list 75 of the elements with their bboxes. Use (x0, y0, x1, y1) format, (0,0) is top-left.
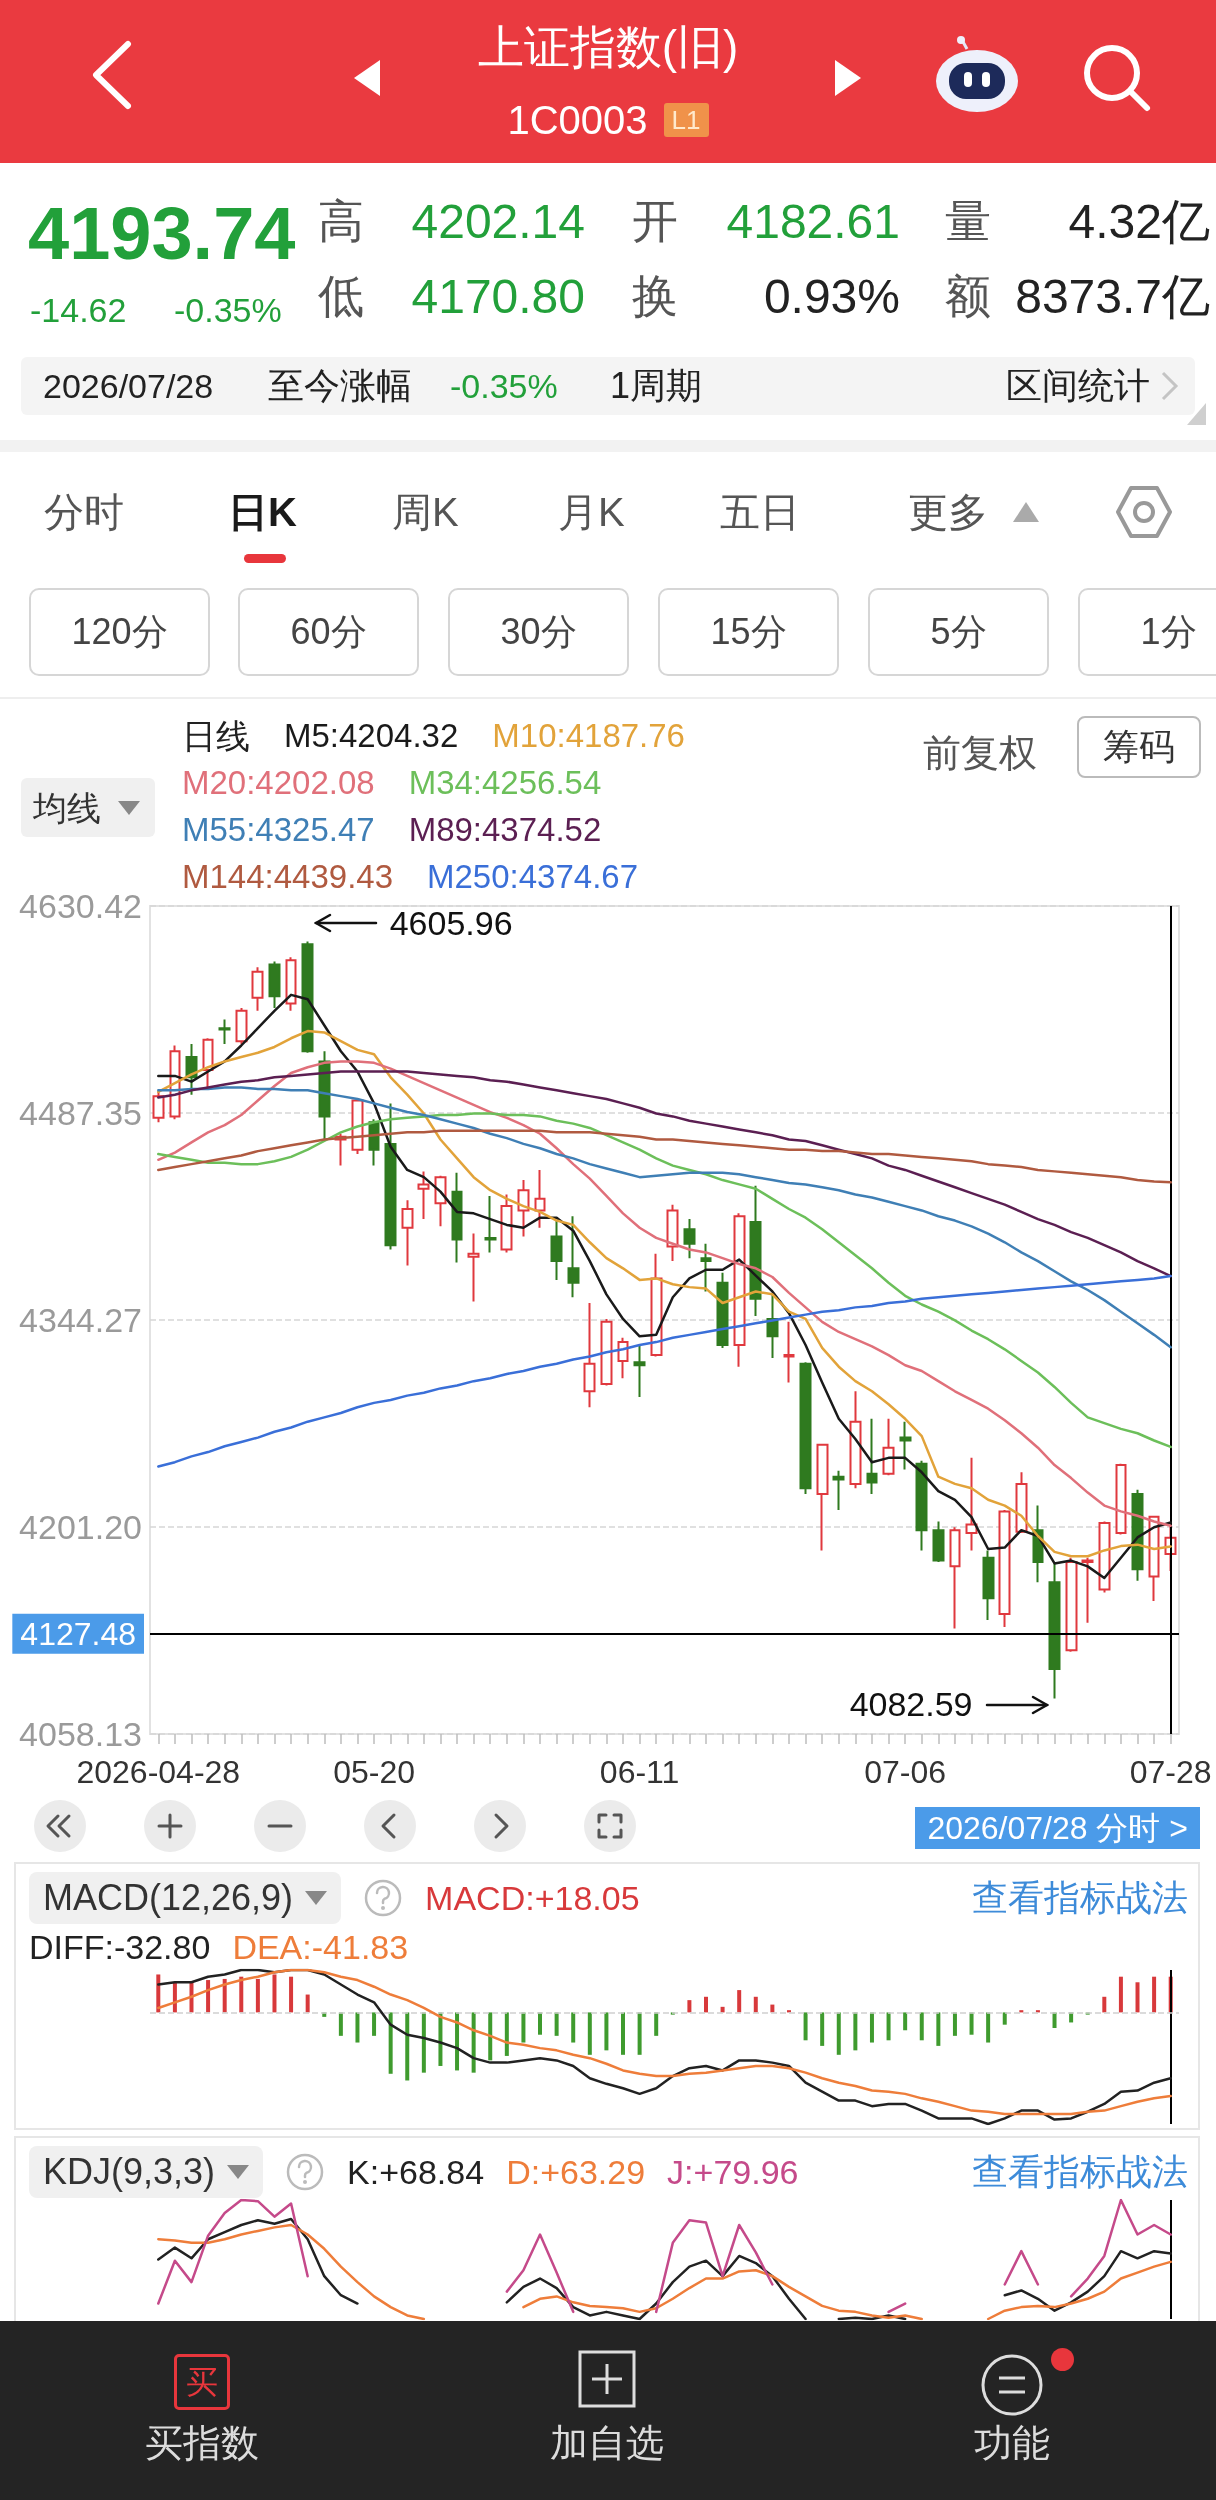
text: 120分 (71, 610, 168, 654)
text: 4.32亿 (1068, 194, 1210, 251)
text: 日K (228, 489, 297, 536)
text: 查看指标战法 (972, 1876, 1188, 1920)
series-label: J:+79.96 (667, 2152, 799, 2193)
text: 分时 (44, 489, 124, 536)
text: 8373.7亿 (1015, 269, 1210, 326)
text: M144:4439.43 (182, 856, 394, 897)
x-tick-label: 07-06 (864, 1754, 947, 1790)
text: 查看指标战法 (972, 2150, 1188, 2194)
annotation: 4082.59 (849, 1684, 973, 1726)
x-tick-label: 06-11 (599, 1754, 680, 1790)
text: 60分 (290, 610, 367, 654)
text: 周K (392, 489, 459, 536)
text: M34:4256.54 (408, 762, 602, 803)
text: 前复权 (923, 731, 1037, 777)
text: D:+63.29 (506, 2152, 646, 2193)
text: 高 (318, 194, 364, 250)
series-label: K:+68.84 (347, 2152, 485, 2193)
text: M20:4202.08 (182, 762, 375, 803)
y-tick-label: 4630.42 (19, 887, 142, 925)
text: 5分 (930, 610, 987, 654)
text: -0.35% (450, 365, 558, 407)
text: 功能 (974, 2421, 1050, 2466)
text: L1 (663, 103, 709, 137)
text: 2026/07/28 (43, 365, 214, 407)
text: -0.35% (174, 289, 282, 331)
text: 额 (945, 269, 991, 325)
text: 均线 (33, 787, 101, 829)
chart-title: MACD(12,26,9) (43, 1876, 294, 1920)
text: 更多 (908, 489, 988, 536)
text: 1分 (1140, 610, 1197, 654)
text: 0.93% (763, 269, 900, 326)
chart-title: KDJ(9,3,3) (43, 2150, 216, 2194)
text: -14.62 (30, 289, 127, 331)
ref-line-label: 4127.48 (20, 1615, 136, 1652)
text: M89:4374.52 (408, 809, 602, 850)
text: 五日 (720, 489, 800, 536)
text: 买指数 (145, 2421, 259, 2466)
y-tick-label: 4058.13 (19, 1715, 142, 1753)
series-label: DEA:-41.83 (232, 1927, 409, 1968)
text: MACD:+18.05 (425, 1878, 640, 1919)
x-tick-label: 05-20 (333, 1754, 415, 1790)
text: 至今涨幅 (268, 364, 412, 408)
legend-title: 日线 (182, 715, 250, 756)
text: M10:4187.76 (492, 715, 685, 756)
text: M250:4374.67 (427, 856, 639, 897)
series-label: DIFF:-32.80 (29, 1927, 211, 1968)
text: 1C0003 (507, 97, 648, 144)
text: 30分 (500, 610, 577, 654)
text: 量 (945, 194, 991, 250)
text: 1周期 (610, 364, 703, 408)
text: 4170.80 (411, 269, 585, 326)
text: 月K (558, 489, 625, 536)
annotation: 4605.96 (389, 903, 513, 944)
ref-line-label: 2026/07/28 分时 > (915, 1806, 1200, 1849)
text: M55:4325.47 (182, 809, 375, 850)
y-tick-label: 4201.20 (19, 1508, 142, 1546)
buy-icon: 买 (174, 2354, 230, 2410)
text: 加自选 (550, 2421, 664, 2466)
y-tick-label: 4487.35 (19, 1094, 142, 1132)
text: 15分 (710, 610, 787, 654)
x-tick-label: 07-28 (1129, 1754, 1212, 1790)
text: 4202.14 (411, 194, 585, 251)
text: M5:4204.32 (284, 715, 459, 756)
text: 低 (318, 269, 364, 325)
text: 4182.61 (726, 194, 900, 251)
text: 筹码 (1103, 726, 1175, 768)
text: 上证指数(旧) (477, 21, 739, 74)
text: 区间统计 (1006, 364, 1150, 408)
text: 4193.74 (28, 190, 296, 277)
y-tick-label: 4344.27 (19, 1301, 142, 1340)
text: 开 (632, 194, 678, 250)
x-tick-label: 2026-04-28 (76, 1754, 241, 1790)
text: 换 (632, 269, 678, 325)
